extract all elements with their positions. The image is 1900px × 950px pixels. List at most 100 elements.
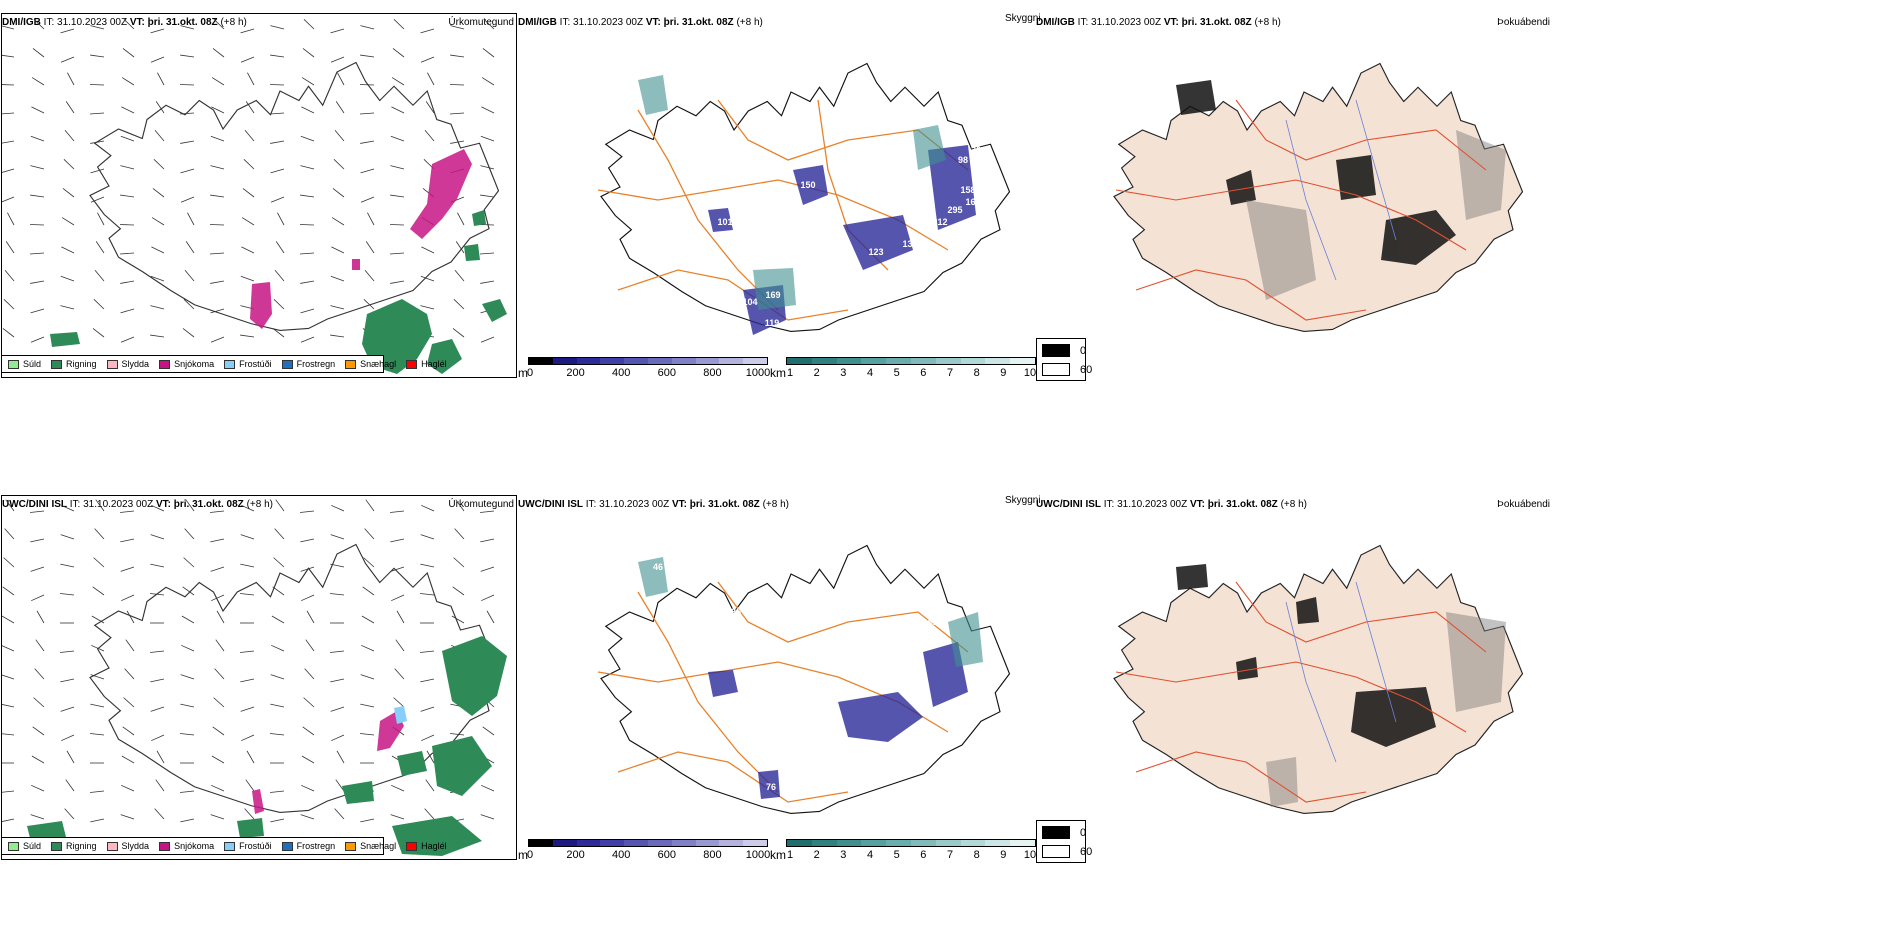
- legend-item: Snæhagl: [345, 841, 396, 851]
- visibility-scale-m: m 0 200 400 600 800 1000: [518, 357, 771, 382]
- visibility-value-label: 92: [927, 617, 939, 627]
- scale-tick: 1000: [745, 849, 771, 861]
- scale-tick: 10: [1023, 849, 1037, 861]
- legend-item: Súld: [8, 359, 41, 369]
- legend-swatch: [281, 359, 293, 369]
- vis-label-layer: 30 150 101 123 139 212 295 169 104 119 80 98 158 163 3…: [518, 20, 1038, 365]
- legend-item: Slydda: [106, 359, 150, 369]
- visibility-scale-km: km 1 2 3 4 5 6 7 8 9 10: [768, 357, 1038, 382]
- scale-tick: 1000: [745, 367, 771, 379]
- scale-tick: 7: [946, 367, 954, 379]
- scale-tick: 8: [973, 849, 980, 861]
- legend-swatch: [159, 359, 171, 369]
- scale-tick: 4: [866, 367, 874, 379]
- visibility-panel-uwc: UWC/DINI ISL IT: 31.10.2023 00Z VT: þri.…: [518, 482, 1041, 950]
- roads: [1115, 581, 1487, 803]
- legend-label: Rigning: [66, 359, 97, 369]
- precip-map: [2, 18, 507, 374]
- product-label: Þokuábendi: [1497, 499, 1550, 510]
- rain-area: [27, 636, 507, 856]
- legend-item: Frostúði: [224, 359, 272, 369]
- scale-tick: 2: [813, 367, 820, 379]
- scale-tick: 800: [703, 367, 722, 379]
- legend-swatch: [51, 359, 63, 369]
- rivers: [1285, 581, 1397, 763]
- legend-swatch: [224, 359, 236, 369]
- fog-areas: [1176, 80, 1456, 265]
- scale-tick: 400: [612, 849, 631, 861]
- scale-tick: 1: [786, 367, 794, 379]
- visibility-value-label: 108: [712, 625, 728, 635]
- legend-label: Frostregn: [296, 359, 336, 369]
- scale-tick: 400: [612, 367, 631, 379]
- scale-tick: 5: [893, 849, 900, 861]
- frost-area: [394, 706, 407, 724]
- legend-item: Súld: [8, 841, 41, 851]
- visibility-value-label: 150: [800, 180, 816, 190]
- fog-map: [1113, 62, 1524, 332]
- legend-swatch: [51, 841, 63, 851]
- product-label: Úrkomutegund: [448, 499, 514, 510]
- precip-panel-dmi: DMI/IGB IT: 31.10.2023 00Z VT: þri. 31.o…: [0, 0, 520, 385]
- scale-tick: 3: [840, 367, 847, 379]
- legend-item: Frostregn: [281, 841, 335, 851]
- scale-tick: 9: [1000, 367, 1007, 379]
- legend-swatch: [159, 841, 171, 851]
- legend-swatch: [281, 841, 293, 851]
- product-label: Skyggni: [1005, 495, 1041, 506]
- legend-label: Snjókoma: [174, 359, 215, 369]
- visibility-value-label: 163: [965, 197, 981, 207]
- legend-label: Súld: [23, 359, 42, 369]
- legend-label: Haglél: [421, 359, 447, 369]
- scale-tick: 10: [1023, 367, 1037, 379]
- rivers: [1285, 99, 1397, 281]
- legend-item: Frostúði: [224, 841, 272, 851]
- scale-tick: 9: [1000, 849, 1007, 861]
- legend-swatch: [224, 841, 236, 851]
- panel-title: UWC/DINI ISL IT: 31.10.2023 00Z VT: þri.…: [2, 499, 273, 510]
- snow-area: [252, 711, 404, 814]
- legend-swatch: [106, 841, 118, 851]
- legend-label: Frostúði: [239, 841, 272, 851]
- scale-tick: 0: [526, 849, 534, 861]
- legend-item: Haglél: [406, 359, 447, 369]
- legend-label: Frostúði: [239, 359, 272, 369]
- scale-tick: 6: [920, 367, 927, 379]
- legend-swatch: [406, 359, 418, 369]
- legend-label: Snæhagl: [360, 359, 397, 369]
- visibility-value-label: 36: [970, 145, 982, 155]
- precip-legend: Súld Rigning Slydda Snjókoma Frostúði Frostre…: [1, 837, 447, 855]
- legend-label: Snæhagl: [360, 841, 397, 851]
- legend-item: Frostregn: [281, 359, 336, 369]
- legend-item: Snjókoma: [159, 841, 214, 851]
- scale-tick: 0: [526, 367, 534, 379]
- vis-label-layer: 46 85 108 61 113 97 120 87 92 101 76: [518, 502, 1038, 847]
- legend-swatch: [345, 359, 357, 369]
- visibility-map: [597, 62, 1011, 335]
- visibility-value-label: 101: [717, 217, 733, 227]
- visibility-map: [597, 544, 1011, 814]
- teal-vis-areas: [638, 557, 983, 667]
- scale-tick: 5: [893, 367, 900, 379]
- legend-swatch: [8, 841, 19, 851]
- low-vis-areas: [708, 145, 976, 335]
- product-label: Skyggni: [1005, 13, 1041, 24]
- teal-vis-areas: [638, 75, 946, 310]
- legend-label: Rigning: [66, 841, 97, 851]
- scale-tick: 1: [786, 849, 794, 861]
- snow-area: [250, 149, 472, 329]
- precip-panel-uwc: UWC/DINI ISL IT: 31.10.2023 00Z VT: þri.…: [0, 482, 520, 950]
- wind-barbs: [2, 499, 495, 823]
- product-label: Þokuábendi: [1497, 17, 1550, 28]
- scale-tick: 2: [813, 849, 820, 861]
- legend-item: Haglél: [406, 841, 447, 851]
- panel-title: DMI/IGB IT: 31.10.2023 00Z VT: þri. 31.o…: [518, 17, 763, 28]
- legend-label: Snjókoma: [174, 841, 215, 851]
- fog-legend: 0 60: [1036, 338, 1092, 381]
- legend-label: Slydda: [121, 359, 150, 369]
- scale-tick: 600: [657, 849, 676, 861]
- wind-barbs: [2, 18, 495, 343]
- panel-title: UWC/DINI ISL IT: 31.10.2023 00Z VT: þri.…: [1036, 499, 1307, 510]
- precip-legend: Súld Rigning Slydda Snjókoma Frostúði Frostre…: [1, 355, 447, 373]
- visibility-value-label: 80: [864, 271, 876, 281]
